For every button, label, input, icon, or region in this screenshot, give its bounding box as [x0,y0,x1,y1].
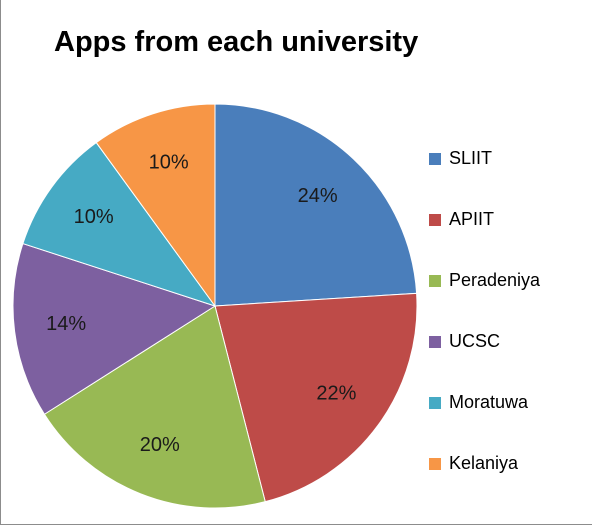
pie-slice-kelaniya [95,103,216,308]
legend-swatch-apiit [429,214,441,226]
legend-label-peradeniya: Peradeniya [449,270,541,290]
legend: SLIIT APIIT Peradeniya UCSC Moratuwa Kelaniya [429,148,541,473]
slice-label-moratuwa: 10% [74,206,114,228]
pie-slices [12,103,418,509]
legend-label-ucsc: UCSC [449,331,500,351]
legend-label-sliit: SLIIT [449,148,492,168]
legend-label-moratuwa: Moratuwa [449,392,529,412]
pie-slice-ucsc [12,242,217,415]
legend-swatch-sliit [429,153,441,165]
legend-swatch-ucsc [429,336,441,348]
chart-title: Apps from each university [54,26,419,58]
slice-label-ucsc: 14% [46,313,86,335]
pie-slice-moratuwa [22,141,217,307]
legend-swatch-moratuwa [429,397,441,409]
legend-swatch-kelaniya [429,458,441,470]
pie-slice-peradeniya [43,305,266,509]
legend-label-kelaniya: Kelaniya [449,453,519,473]
slice-label-apiit: 22% [316,382,356,404]
pie-slice-sliit [214,103,418,307]
pie-slice-labels: 24% 22% 20% 14% 10% 10% [46,152,356,456]
legend-label-apiit: APIIT [449,209,494,229]
legend-swatch-peradeniya [429,275,441,287]
slice-label-sliit: 24% [298,185,338,207]
slice-label-peradeniya: 20% [140,434,180,456]
slice-label-kelaniya: 10% [149,152,189,174]
pie-slice-apiit [214,292,418,503]
